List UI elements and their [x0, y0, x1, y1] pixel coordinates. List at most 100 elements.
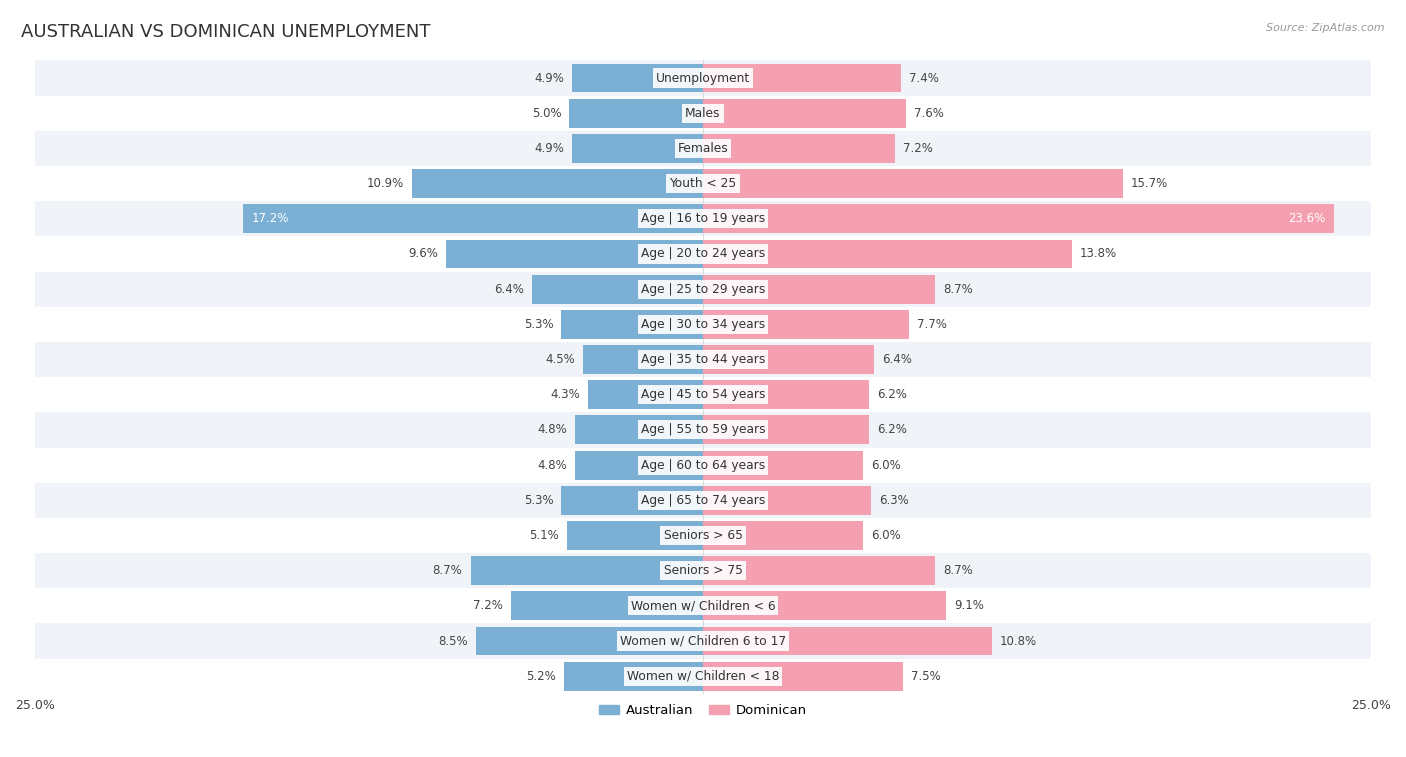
Bar — [564, 662, 703, 690]
Bar — [703, 98, 905, 128]
Text: 5.3%: 5.3% — [523, 494, 554, 506]
Text: Women w/ Children < 18: Women w/ Children < 18 — [627, 670, 779, 683]
Text: 9.6%: 9.6% — [409, 248, 439, 260]
Bar — [561, 486, 703, 515]
Bar — [35, 377, 1371, 413]
Text: Source: ZipAtlas.com: Source: ZipAtlas.com — [1267, 23, 1385, 33]
Text: Age | 30 to 34 years: Age | 30 to 34 years — [641, 318, 765, 331]
Bar — [35, 413, 1371, 447]
Bar — [703, 310, 908, 339]
Text: Age | 16 to 19 years: Age | 16 to 19 years — [641, 212, 765, 226]
Text: 10.8%: 10.8% — [1000, 634, 1036, 647]
Text: 8.7%: 8.7% — [943, 564, 973, 577]
Text: Age | 45 to 54 years: Age | 45 to 54 years — [641, 388, 765, 401]
Bar — [572, 134, 703, 163]
Bar — [471, 556, 703, 585]
Bar — [35, 447, 1371, 483]
Bar — [35, 624, 1371, 659]
Bar — [35, 272, 1371, 307]
Bar — [35, 518, 1371, 553]
Text: Age | 60 to 64 years: Age | 60 to 64 years — [641, 459, 765, 472]
Bar — [510, 591, 703, 620]
Bar — [703, 239, 1071, 269]
Text: 4.9%: 4.9% — [534, 71, 564, 85]
Bar — [703, 345, 875, 374]
Bar — [243, 204, 703, 233]
Text: Males: Males — [685, 107, 721, 120]
Text: 8.7%: 8.7% — [943, 282, 973, 296]
Bar — [703, 521, 863, 550]
Bar — [35, 588, 1371, 624]
Bar — [703, 591, 946, 620]
Text: 4.8%: 4.8% — [537, 423, 567, 436]
Bar — [703, 627, 991, 656]
Bar — [35, 342, 1371, 377]
Bar — [575, 416, 703, 444]
Text: AUSTRALIAN VS DOMINICAN UNEMPLOYMENT: AUSTRALIAN VS DOMINICAN UNEMPLOYMENT — [21, 23, 430, 41]
Bar — [475, 627, 703, 656]
Bar — [703, 380, 869, 409]
Text: 10.9%: 10.9% — [367, 177, 404, 190]
Text: Age | 25 to 29 years: Age | 25 to 29 years — [641, 282, 765, 296]
Bar — [35, 483, 1371, 518]
Bar — [703, 556, 935, 585]
Text: Age | 65 to 74 years: Age | 65 to 74 years — [641, 494, 765, 506]
Text: Seniors > 75: Seniors > 75 — [664, 564, 742, 577]
Text: 7.4%: 7.4% — [908, 71, 939, 85]
Text: Age | 55 to 59 years: Age | 55 to 59 years — [641, 423, 765, 436]
Text: 5.2%: 5.2% — [526, 670, 555, 683]
Bar — [567, 521, 703, 550]
Text: Age | 35 to 44 years: Age | 35 to 44 years — [641, 353, 765, 366]
Text: 15.7%: 15.7% — [1130, 177, 1168, 190]
Text: 7.7%: 7.7% — [917, 318, 946, 331]
Text: 6.0%: 6.0% — [872, 529, 901, 542]
Text: 7.5%: 7.5% — [911, 670, 941, 683]
Text: 23.6%: 23.6% — [1288, 212, 1326, 226]
Text: 6.3%: 6.3% — [879, 494, 910, 506]
Text: 8.5%: 8.5% — [439, 634, 468, 647]
Bar — [561, 310, 703, 339]
Text: 7.2%: 7.2% — [472, 600, 502, 612]
Bar — [572, 64, 703, 92]
Text: 7.6%: 7.6% — [914, 107, 943, 120]
Bar — [703, 662, 904, 690]
Bar — [412, 169, 703, 198]
Bar — [35, 553, 1371, 588]
Text: Age | 20 to 24 years: Age | 20 to 24 years — [641, 248, 765, 260]
Bar — [588, 380, 703, 409]
Bar — [703, 486, 872, 515]
Bar — [703, 169, 1122, 198]
Text: Seniors > 65: Seniors > 65 — [664, 529, 742, 542]
Text: Youth < 25: Youth < 25 — [669, 177, 737, 190]
Text: Unemployment: Unemployment — [655, 71, 751, 85]
Text: 13.8%: 13.8% — [1080, 248, 1116, 260]
Bar — [569, 98, 703, 128]
Text: 9.1%: 9.1% — [955, 600, 984, 612]
Text: 6.2%: 6.2% — [877, 423, 907, 436]
Text: Women w/ Children < 6: Women w/ Children < 6 — [631, 600, 775, 612]
Bar — [703, 134, 896, 163]
Text: 4.9%: 4.9% — [534, 142, 564, 155]
Text: 8.7%: 8.7% — [433, 564, 463, 577]
Bar — [447, 239, 703, 269]
Bar — [703, 450, 863, 479]
Bar — [575, 450, 703, 479]
Bar — [35, 201, 1371, 236]
Bar — [35, 95, 1371, 131]
Bar — [35, 307, 1371, 342]
Text: 5.3%: 5.3% — [523, 318, 554, 331]
Text: 4.5%: 4.5% — [546, 353, 575, 366]
Bar — [35, 131, 1371, 166]
Text: 6.0%: 6.0% — [872, 459, 901, 472]
Bar — [35, 166, 1371, 201]
Bar — [703, 416, 869, 444]
Text: 6.4%: 6.4% — [494, 282, 524, 296]
Text: 4.3%: 4.3% — [550, 388, 581, 401]
Bar — [703, 204, 1334, 233]
Bar — [582, 345, 703, 374]
Bar — [35, 236, 1371, 272]
Bar — [35, 61, 1371, 95]
Bar — [531, 275, 703, 304]
Legend: Australian, Dominican: Australian, Dominican — [595, 699, 811, 722]
Bar — [35, 659, 1371, 694]
